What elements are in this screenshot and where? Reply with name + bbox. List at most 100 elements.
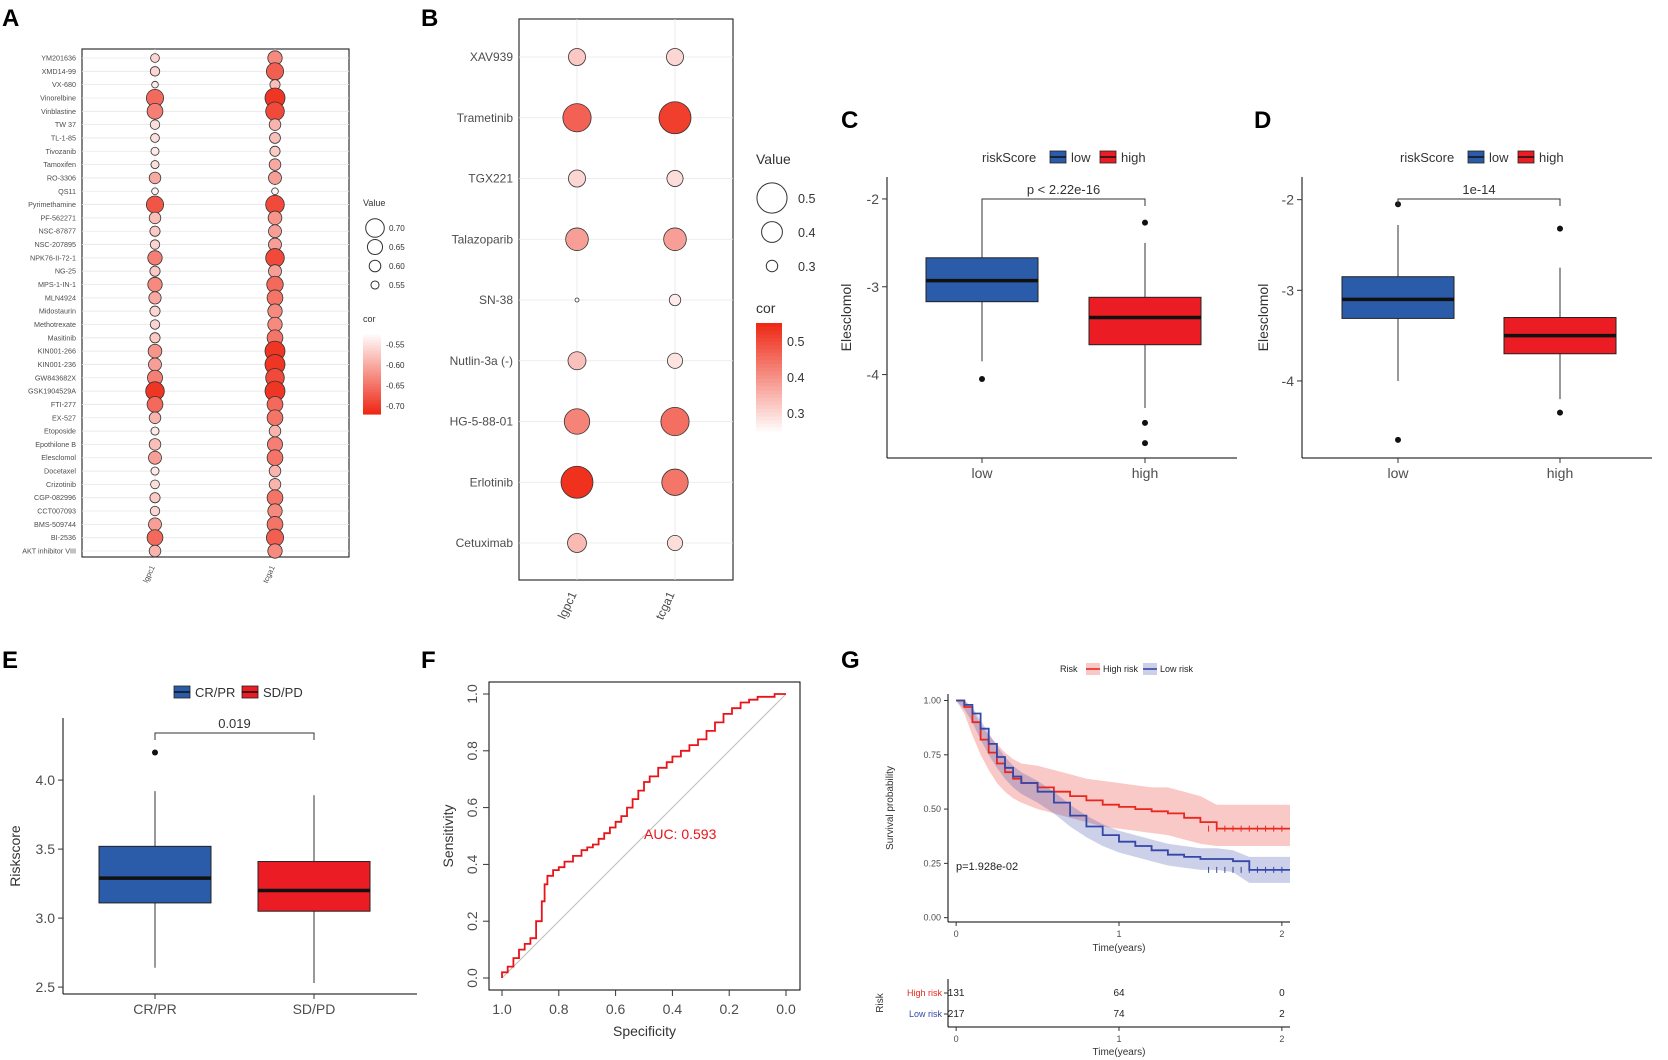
- panel-label-c: C: [841, 107, 858, 134]
- legend-color-step: [363, 348, 381, 352]
- legend-size-circle: [756, 182, 788, 214]
- legend-color-step: [363, 353, 381, 358]
- panel-f-y-axis-title: Sensitivity: [440, 804, 456, 867]
- legend-cor-label: 0.3: [787, 407, 805, 421]
- roc-curve: [501, 693, 786, 978]
- bubble-tivozanib-lgpc1: [150, 146, 160, 156]
- legend-color-step: [363, 375, 381, 380]
- bubble-talazoparib-tcga1: [663, 227, 687, 251]
- legend-size-label: 0.5: [798, 192, 816, 206]
- bubble-xmd14-99-tcga1: [265, 62, 284, 81]
- legend-color-step: [756, 323, 782, 328]
- x-tick-label: 1: [1116, 929, 1121, 939]
- y-label-epothilone-b: Epothilone B: [35, 440, 76, 449]
- legend-size-label: 0.3: [798, 260, 816, 274]
- y-label-tamoxifen: Tamoxifen: [43, 160, 76, 169]
- panel-g-axes: 0.00 0.25 0.50 0.75 1.00 0 1 2 Time(years) Surviv…: [885, 694, 1290, 954]
- bubble-ro-3306-lgpc1: [148, 171, 162, 185]
- box-low: [1341, 276, 1455, 319]
- legend-cor-label: 0.5: [787, 335, 805, 349]
- bubble-ro-3306-tcga1: [268, 171, 282, 185]
- y-tick-label: -3: [1282, 282, 1295, 298]
- bubble-vx-680-lgpc1: [151, 80, 159, 89]
- y-tick-label: 1.0: [464, 684, 480, 704]
- y-label-erlotinib: Erlotinib: [470, 475, 514, 489]
- legend-label-low-risk: Low risk: [1160, 664, 1194, 674]
- bubble-qs11-tcga1: [271, 187, 279, 195]
- panel-d-significance: 1e-14: [1397, 182, 1561, 206]
- panel-label-a: A: [2, 5, 19, 32]
- bubble-fti-277-lgpc1: [146, 396, 164, 413]
- legend-color-step: [363, 370, 381, 374]
- bubble-pyrimethamine-lgpc1: [145, 195, 164, 214]
- legend-color-step: [756, 427, 782, 432]
- x-tick-label: SD/PD: [293, 1001, 336, 1017]
- legend-size-circle: [370, 280, 380, 290]
- bubble-bms-509744-lgpc1: [148, 517, 162, 532]
- x-label-lgpc1: lgpc1: [555, 589, 580, 621]
- panel-g-y-axis-title: Survival probability: [885, 766, 896, 850]
- bubble-ym201636-lgpc1: [150, 53, 160, 63]
- y-tick-label: 1.00: [923, 696, 941, 706]
- panel-g-survival-curve: 0.00 0.25 0.50 0.75 1.00 0 1 2 Time(years) Surviv…: [875, 663, 1290, 1058]
- y-tick-label: 0.00: [923, 913, 941, 923]
- panel-c-significance: p < 2.22e-16: [981, 182, 1146, 206]
- panel-d-legend-title: riskScore: [1400, 150, 1454, 165]
- panel-e-p-value: 0.019: [218, 716, 251, 731]
- legend-color-step: [756, 393, 782, 399]
- risk-count: 74: [1113, 1009, 1125, 1020]
- bubble-kin001-266-lgpc1: [147, 343, 163, 359]
- panel-c-axes: -2 -3 -4 Elesclomol low high: [838, 177, 1237, 481]
- panel-a-bubbles: [145, 50, 286, 559]
- panel-c-legend: riskScore low high: [982, 150, 1146, 165]
- y-label-gw843682x: GW843682X: [35, 373, 76, 382]
- legend-color-step: [756, 364, 782, 369]
- legend-color-step: [756, 397, 782, 402]
- bubble-xav939-tcga1: [666, 48, 684, 66]
- x-tick-label: 0.8: [549, 1001, 569, 1017]
- legend-color-step: [363, 411, 381, 415]
- y-tick-label: 4.0: [36, 772, 56, 788]
- legend-cor-label: 0.4: [787, 371, 805, 385]
- panel-b-category-labels: XAV939 Trametinib TGX221 Talazoparib SN-38 Nu…: [450, 50, 514, 550]
- bubble-tamoxifen-lgpc1: [150, 160, 160, 170]
- legend-cor-label: -0.70: [386, 402, 405, 411]
- panel-a-legend: Value 0.70 0.65 0.60 0.55 cor -0.55 -0.60 -0.65 -…: [363, 198, 405, 415]
- legend-color-step: [756, 356, 782, 361]
- y-label-etoposide: Etoposide: [44, 427, 76, 436]
- legend-color-step: [756, 412, 782, 417]
- panel-label-f: F: [421, 647, 436, 674]
- panel-d-y-axis-title: Elesclomol: [1255, 284, 1271, 352]
- legend-size-label: 0.4: [798, 226, 816, 240]
- y-label-cct007093: CCT007093: [37, 507, 76, 516]
- panel-label-d: D: [1254, 107, 1271, 134]
- y-tick-label: -2: [867, 191, 880, 207]
- y-label-bi-2536: BI-2536: [51, 533, 76, 542]
- y-tick-label: 0.6: [464, 798, 480, 818]
- box-high-outlier: [1142, 440, 1148, 447]
- y-label-kin001-236: KIN001-236: [38, 360, 76, 369]
- y-label-tivozanib: Tivozanib: [46, 147, 77, 156]
- x-tick-label: 0.6: [606, 1001, 626, 1017]
- risk-x-tick-label: 2: [1279, 1034, 1284, 1044]
- panel-c-p-value: p < 2.22e-16: [1027, 182, 1100, 197]
- bubble-elesclomol-tcga1: [266, 449, 284, 467]
- risk-x-tick-label: 1: [1116, 1034, 1121, 1044]
- panel-label-b: B: [421, 5, 438, 32]
- legend-color-step: [363, 408, 381, 412]
- y-tick-label: -4: [1282, 373, 1295, 389]
- y-label-gsk1904529a: GSK1904529A: [28, 387, 76, 396]
- y-label-crizotinib: Crizotinib: [46, 480, 76, 489]
- panel-d-legend: riskScore low high: [1400, 150, 1564, 165]
- legend-color-step: [363, 389, 381, 393]
- legend-color-step: [363, 362, 381, 366]
- panel-e-boxplot: 4.0 3.5 3.0 2.5 Riskscore CR/PR SD/PD 0.019 CR/P…: [7, 685, 417, 1017]
- bubble-tivozanib-tcga1: [269, 145, 281, 157]
- panel-a-bubble-chart: YM201636 XMD14-99 VX-680 Vinorelbine Vinblas…: [22, 48, 405, 584]
- legend-label-high-risk: High risk: [1103, 664, 1139, 674]
- legend-size-circle: [365, 218, 385, 238]
- bubble-midostaurin-lgpc1: [149, 305, 161, 317]
- legend-color-step: [756, 390, 782, 395]
- legend-label-low: low: [1489, 150, 1509, 165]
